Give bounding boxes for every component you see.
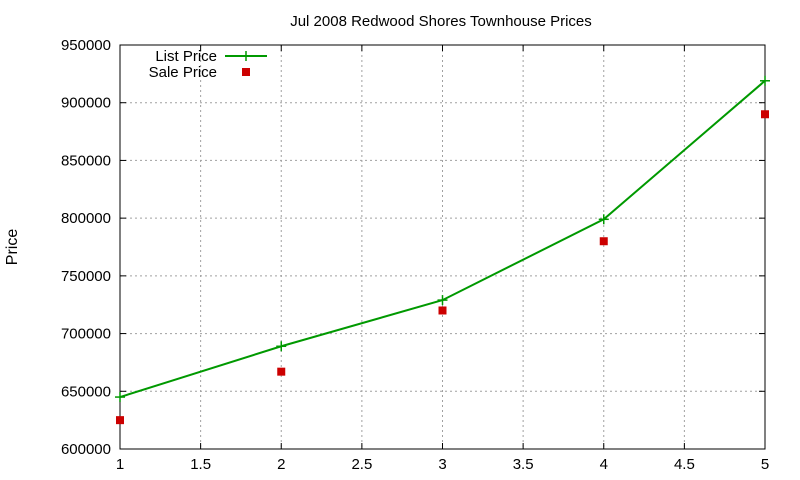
y-axis-label: Price (4, 229, 21, 266)
sale-price-point (277, 367, 286, 376)
legend-label: Sale Price (149, 64, 217, 81)
y-tick-label: 700000 (61, 326, 111, 343)
list-price-series (115, 75, 770, 403)
data-series (115, 75, 770, 425)
x-tick-label: 4 (600, 456, 608, 473)
x-tick-label: 2 (277, 456, 285, 473)
legend-square-marker (242, 68, 250, 76)
y-tick-label: 900000 (61, 95, 111, 112)
grid-lines (120, 45, 765, 449)
y-tick-label: 600000 (61, 441, 111, 458)
x-tick-label: 3 (438, 456, 446, 473)
x-tick-label: 2.5 (351, 456, 372, 473)
legend-label: List Price (155, 48, 217, 65)
x-tick-label: 4.5 (674, 456, 695, 473)
legend-plus-marker (241, 51, 251, 61)
sale-price-point (761, 110, 769, 119)
x-tick-label: 5 (761, 456, 769, 473)
list-price-point (276, 341, 287, 352)
y-tick-label: 750000 (61, 268, 111, 285)
y-tick-label: 650000 (61, 383, 111, 400)
list-price-point (115, 392, 125, 403)
y-tick-label: 800000 (61, 210, 111, 227)
sale-price-series (116, 110, 769, 425)
x-tick-label: 1 (116, 456, 124, 473)
plot-frame (119, 44, 766, 450)
axis-ticks: 1 1.5 2 2.5 3 3.5 4 4.5 5 600000 650000 700000 75000… (61, 37, 769, 473)
sale-price-point (116, 416, 124, 425)
list-price-point (760, 75, 770, 86)
sale-price-point (599, 237, 608, 246)
y-tick-label: 950000 (61, 37, 111, 54)
sale-price-point (438, 306, 447, 315)
x-tick-label: 1.5 (190, 456, 211, 473)
y-tick-label: 850000 (61, 152, 111, 169)
list-price-point (598, 214, 609, 225)
chart-title: Jul 2008 Redwood Shores Townhouse Prices (290, 13, 592, 30)
x-tick-label: 3.5 (513, 456, 534, 473)
list-price-point (437, 295, 448, 306)
list-price-line (119, 80, 766, 399)
